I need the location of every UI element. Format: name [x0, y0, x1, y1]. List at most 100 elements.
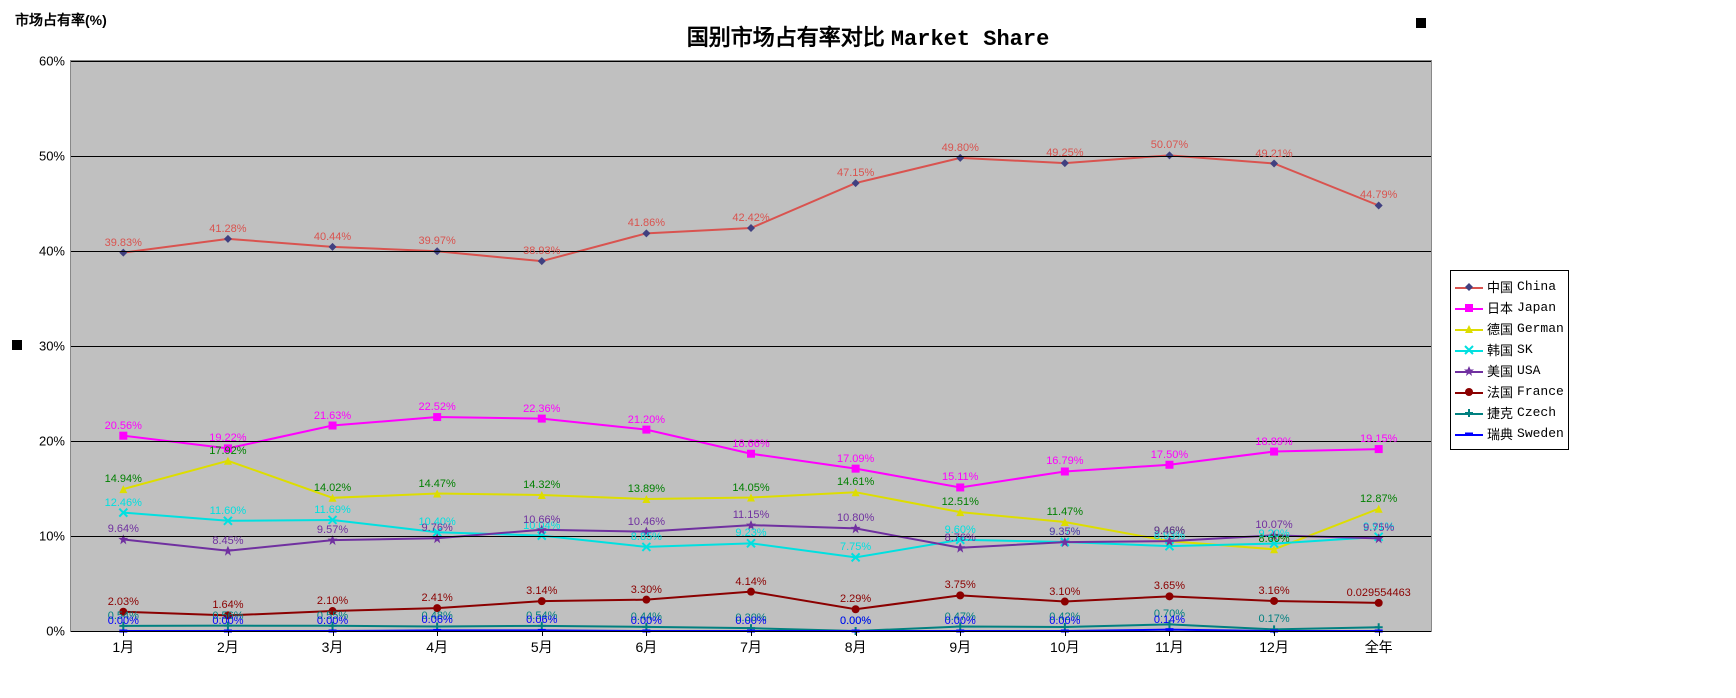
series-line — [123, 155, 1378, 261]
legend-swatch — [1455, 301, 1483, 315]
legend-label-en: Sweden — [1517, 426, 1564, 441]
legend-label-cn: 中国 — [1487, 277, 1513, 296]
series-marker — [1375, 505, 1383, 513]
market-share-chart: 市场占有率(%) 国别市场占有率对比 Market Share 0% 10% 20%… — [10, 10, 1726, 688]
series-marker — [329, 422, 337, 430]
decoration-dot — [12, 340, 22, 350]
series-line — [123, 513, 1378, 558]
legend-label-en: USA — [1517, 363, 1540, 378]
series-marker — [852, 605, 860, 613]
series-marker — [433, 604, 441, 612]
series-marker — [747, 588, 755, 596]
series-marker — [1165, 592, 1173, 600]
legend-label-cn: 瑞典 — [1487, 424, 1513, 443]
x-tick-label: 9月 — [949, 631, 971, 657]
series-marker — [538, 415, 546, 423]
series-marker — [1270, 597, 1278, 605]
legend-swatch — [1455, 364, 1483, 378]
legend-label-en: SK — [1517, 342, 1533, 357]
series-marker — [329, 622, 337, 630]
chart-title: 国别市场占有率对比 Market Share — [687, 20, 1050, 52]
series-marker — [852, 465, 860, 473]
legend-item: 德国 German — [1455, 319, 1564, 338]
series-marker — [1270, 448, 1278, 456]
y-tick-label: 30% — [39, 339, 71, 354]
y-tick-label: 60% — [39, 54, 71, 69]
series-marker — [224, 235, 232, 243]
series-marker — [1061, 467, 1069, 475]
legend-label-en: Czech — [1517, 405, 1556, 420]
legend-swatch — [1455, 427, 1483, 441]
legend-label-en: German — [1517, 321, 1564, 336]
x-tick-label: 12月 — [1259, 631, 1289, 657]
legend-swatch — [1455, 406, 1483, 420]
series-marker — [642, 596, 650, 604]
series-marker — [119, 622, 127, 630]
series-marker — [956, 483, 964, 491]
series-marker — [224, 611, 232, 619]
legend-item: 中国China — [1455, 277, 1564, 296]
series-marker — [224, 622, 232, 630]
chart-title-en: Market Share — [891, 27, 1049, 52]
legend-swatch — [1455, 343, 1483, 357]
series-marker — [433, 413, 441, 421]
series-marker — [956, 623, 964, 631]
legend-label-cn: 日本 — [1487, 298, 1513, 317]
legend-label-cn: 美国 — [1487, 361, 1513, 380]
y-axis-title: 市场占有率(%) — [15, 10, 107, 30]
y-tick-label: 20% — [39, 434, 71, 449]
x-tick-label: 8月 — [845, 631, 867, 657]
legend-label-cn: 德国 — [1487, 319, 1513, 338]
series-marker — [538, 622, 546, 630]
series-marker — [956, 591, 964, 599]
series-line — [123, 525, 1378, 551]
series-marker — [329, 607, 337, 615]
legend-item: 瑞典 Sweden — [1455, 424, 1564, 443]
series-marker — [1375, 201, 1383, 209]
series-marker — [119, 249, 127, 257]
legend-swatch — [1455, 385, 1483, 399]
legend-label-cn: 捷克 — [1487, 403, 1513, 422]
legend-item: 捷克 Czech — [1455, 403, 1564, 422]
legend-item: 美国 USA — [1455, 361, 1564, 380]
legend-label-en: France — [1517, 384, 1564, 399]
y-tick-label: 0% — [46, 624, 71, 639]
legend-label-en: Japan — [1517, 300, 1556, 315]
series-marker — [852, 179, 860, 187]
y-tick-label: 40% — [39, 244, 71, 259]
legend-swatch — [1455, 322, 1483, 336]
x-tick-label: 6月 — [635, 631, 657, 657]
series-marker — [538, 597, 546, 605]
series-marker — [119, 432, 127, 440]
legend-label-cn: 法国 — [1487, 382, 1513, 401]
legend-item: 法国 France — [1455, 382, 1564, 401]
y-tick-label: 50% — [39, 149, 71, 164]
gridline — [71, 441, 1431, 442]
x-tick-label: 2月 — [217, 631, 239, 657]
legend: 中国China 日本 Japan 德国 German 韩国 SK 美国 USA 法国 Fr… — [1450, 270, 1569, 450]
x-tick-label: 4月 — [426, 631, 448, 657]
gridline — [71, 346, 1431, 347]
series-marker — [329, 243, 337, 251]
series-marker — [747, 224, 755, 232]
series-marker — [1061, 159, 1069, 167]
legend-item: 日本 Japan — [1455, 298, 1564, 317]
series-marker — [747, 450, 755, 458]
x-tick-label: 5月 — [531, 631, 553, 657]
x-tick-label: 10月 — [1050, 631, 1080, 657]
series-marker — [538, 257, 546, 265]
gridline — [71, 251, 1431, 252]
x-tick-label: 全年 — [1365, 631, 1393, 657]
legend-label-cn: 韩国 — [1487, 340, 1513, 359]
legend-swatch — [1455, 280, 1483, 294]
x-tick-label: 1月 — [112, 631, 134, 657]
series-marker — [1270, 160, 1278, 168]
series-marker — [1375, 445, 1383, 453]
series-marker — [1165, 461, 1173, 469]
legend-item: 韩国 SK — [1455, 340, 1564, 359]
chart-title-cn: 国别市场占有率对比 — [687, 25, 885, 50]
gridline — [71, 536, 1431, 537]
series-marker — [1165, 620, 1173, 628]
y-tick-label: 10% — [39, 529, 71, 544]
series-marker — [1061, 598, 1069, 606]
